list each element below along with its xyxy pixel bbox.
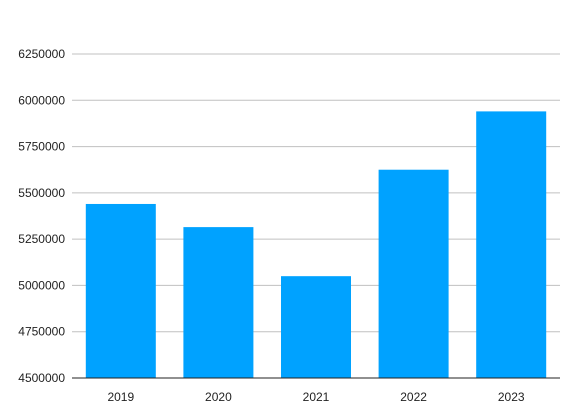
x-tick-label: 2023 [498, 390, 525, 404]
bar-2021 [281, 276, 351, 378]
y-tick-label: 5000000 [18, 278, 65, 292]
y-tick-label: 4500000 [18, 371, 65, 385]
x-tick-label: 2019 [107, 390, 134, 404]
y-tick-label: 5750000 [18, 140, 65, 154]
bars [85, 111, 547, 378]
y-tick-label: 6250000 [18, 47, 65, 61]
bar-2022 [378, 169, 449, 378]
x-axis-tick-labels: 2019 2020 2021 2022 2023 [107, 390, 524, 404]
bar-2019 [85, 203, 156, 378]
y-tick-label: 4750000 [18, 325, 65, 339]
bar-2020 [183, 227, 254, 378]
y-tick-label: 5250000 [18, 232, 65, 246]
x-tick-label: 2022 [400, 390, 427, 404]
y-tick-label: 5500000 [18, 186, 65, 200]
y-axis-tick-labels: 4500000 4750000 5000000 5250000 5500000 57500… [18, 47, 65, 385]
x-tick-label: 2021 [303, 390, 330, 404]
x-tick-label: 2020 [205, 390, 232, 404]
bar-2023 [476, 111, 547, 378]
y-tick-label: 6000000 [18, 93, 65, 107]
